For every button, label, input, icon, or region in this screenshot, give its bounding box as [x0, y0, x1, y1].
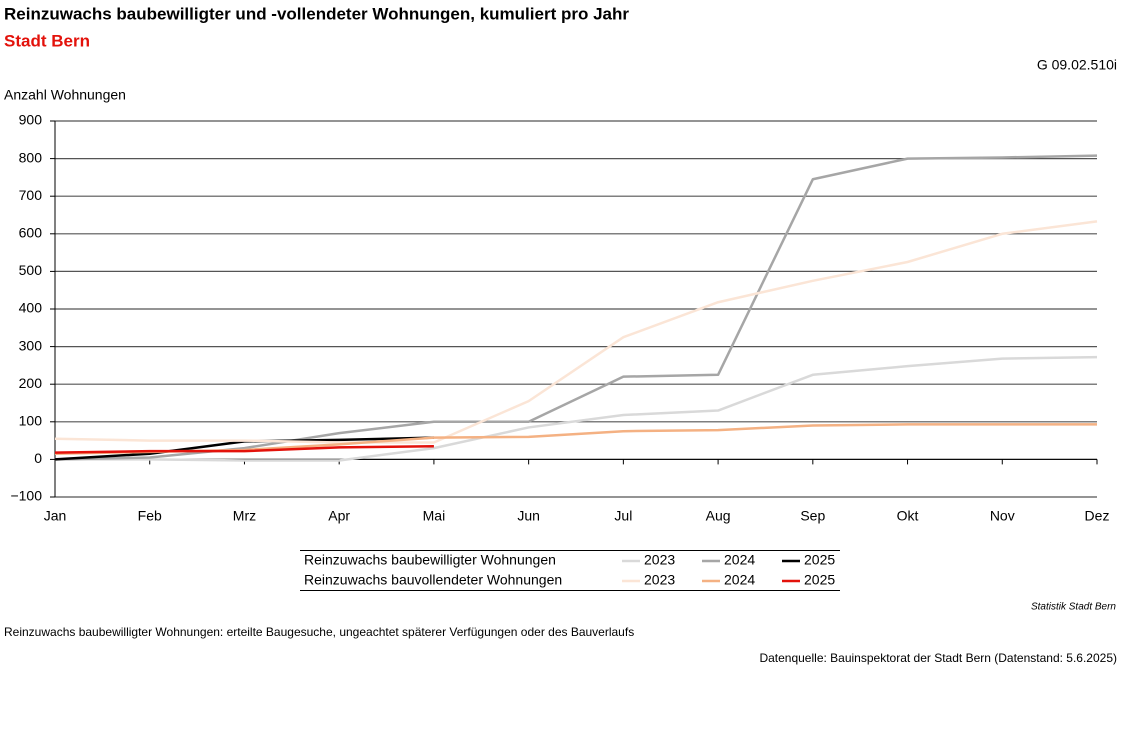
x-tick-label: Jan — [44, 508, 67, 524]
y-axis-label: Anzahl Wohnungen — [4, 87, 126, 103]
chart-subtitle: Stadt Bern — [4, 31, 90, 50]
x-tick-label: Feb — [138, 508, 162, 524]
legend-label: 2024 — [724, 552, 755, 568]
x-tick-label: Nov — [990, 508, 1015, 524]
x-tick-label: Okt — [897, 508, 919, 524]
chart-code: G 09.02.510i — [1037, 57, 1117, 73]
y-tick-label: 800 — [19, 149, 43, 165]
y-tick-label: 500 — [19, 262, 43, 278]
legend-label: 2025 — [804, 572, 835, 588]
series-line — [54, 220, 1098, 444]
x-tick-label: Apr — [328, 508, 350, 524]
legend-label: 2023 — [644, 572, 675, 588]
series-line — [55, 355, 1098, 462]
series-line — [54, 154, 1098, 461]
y-tick-label: −100 — [10, 488, 42, 504]
y-tick-label: 900 — [19, 112, 43, 128]
y-tick-label: 400 — [19, 300, 43, 316]
legend-group: Reinzuwachs baubewilligter Wohnungen — [304, 552, 556, 568]
chart-title: Reinzuwachs baubewilligter und -vollende… — [4, 4, 629, 23]
legend-group: Reinzuwachs bauvollendeter Wohnungen — [304, 572, 562, 588]
x-tick-label: Mrz — [233, 508, 256, 524]
x-tick-label: Jun — [517, 508, 540, 524]
y-tick-label: 0 — [34, 450, 42, 466]
footnote: Reinzuwachs baubewilligter Wohnungen: er… — [4, 625, 634, 639]
x-tick-label: Jul — [614, 508, 632, 524]
x-tick-label: Aug — [706, 508, 731, 524]
data-source: Datenquelle: Bauinspektorat der Stadt Be… — [759, 651, 1117, 665]
x-tick-label: Dez — [1085, 508, 1110, 524]
y-tick-label: 200 — [19, 375, 43, 391]
source-label: Statistik Stadt Bern — [1031, 602, 1116, 613]
x-tick-label: Sep — [800, 508, 825, 524]
series-line — [54, 444, 434, 454]
y-tick-label: 100 — [19, 413, 43, 429]
y-tick-label: 300 — [19, 337, 43, 353]
y-tick-label: 600 — [19, 225, 43, 241]
legend-label: 2023 — [644, 552, 675, 568]
legend-label: 2025 — [804, 552, 835, 568]
series-line — [54, 423, 1097, 456]
legend-label: 2024 — [724, 572, 755, 588]
x-tick-label: Mai — [423, 508, 446, 524]
y-tick-label: 700 — [19, 187, 43, 203]
